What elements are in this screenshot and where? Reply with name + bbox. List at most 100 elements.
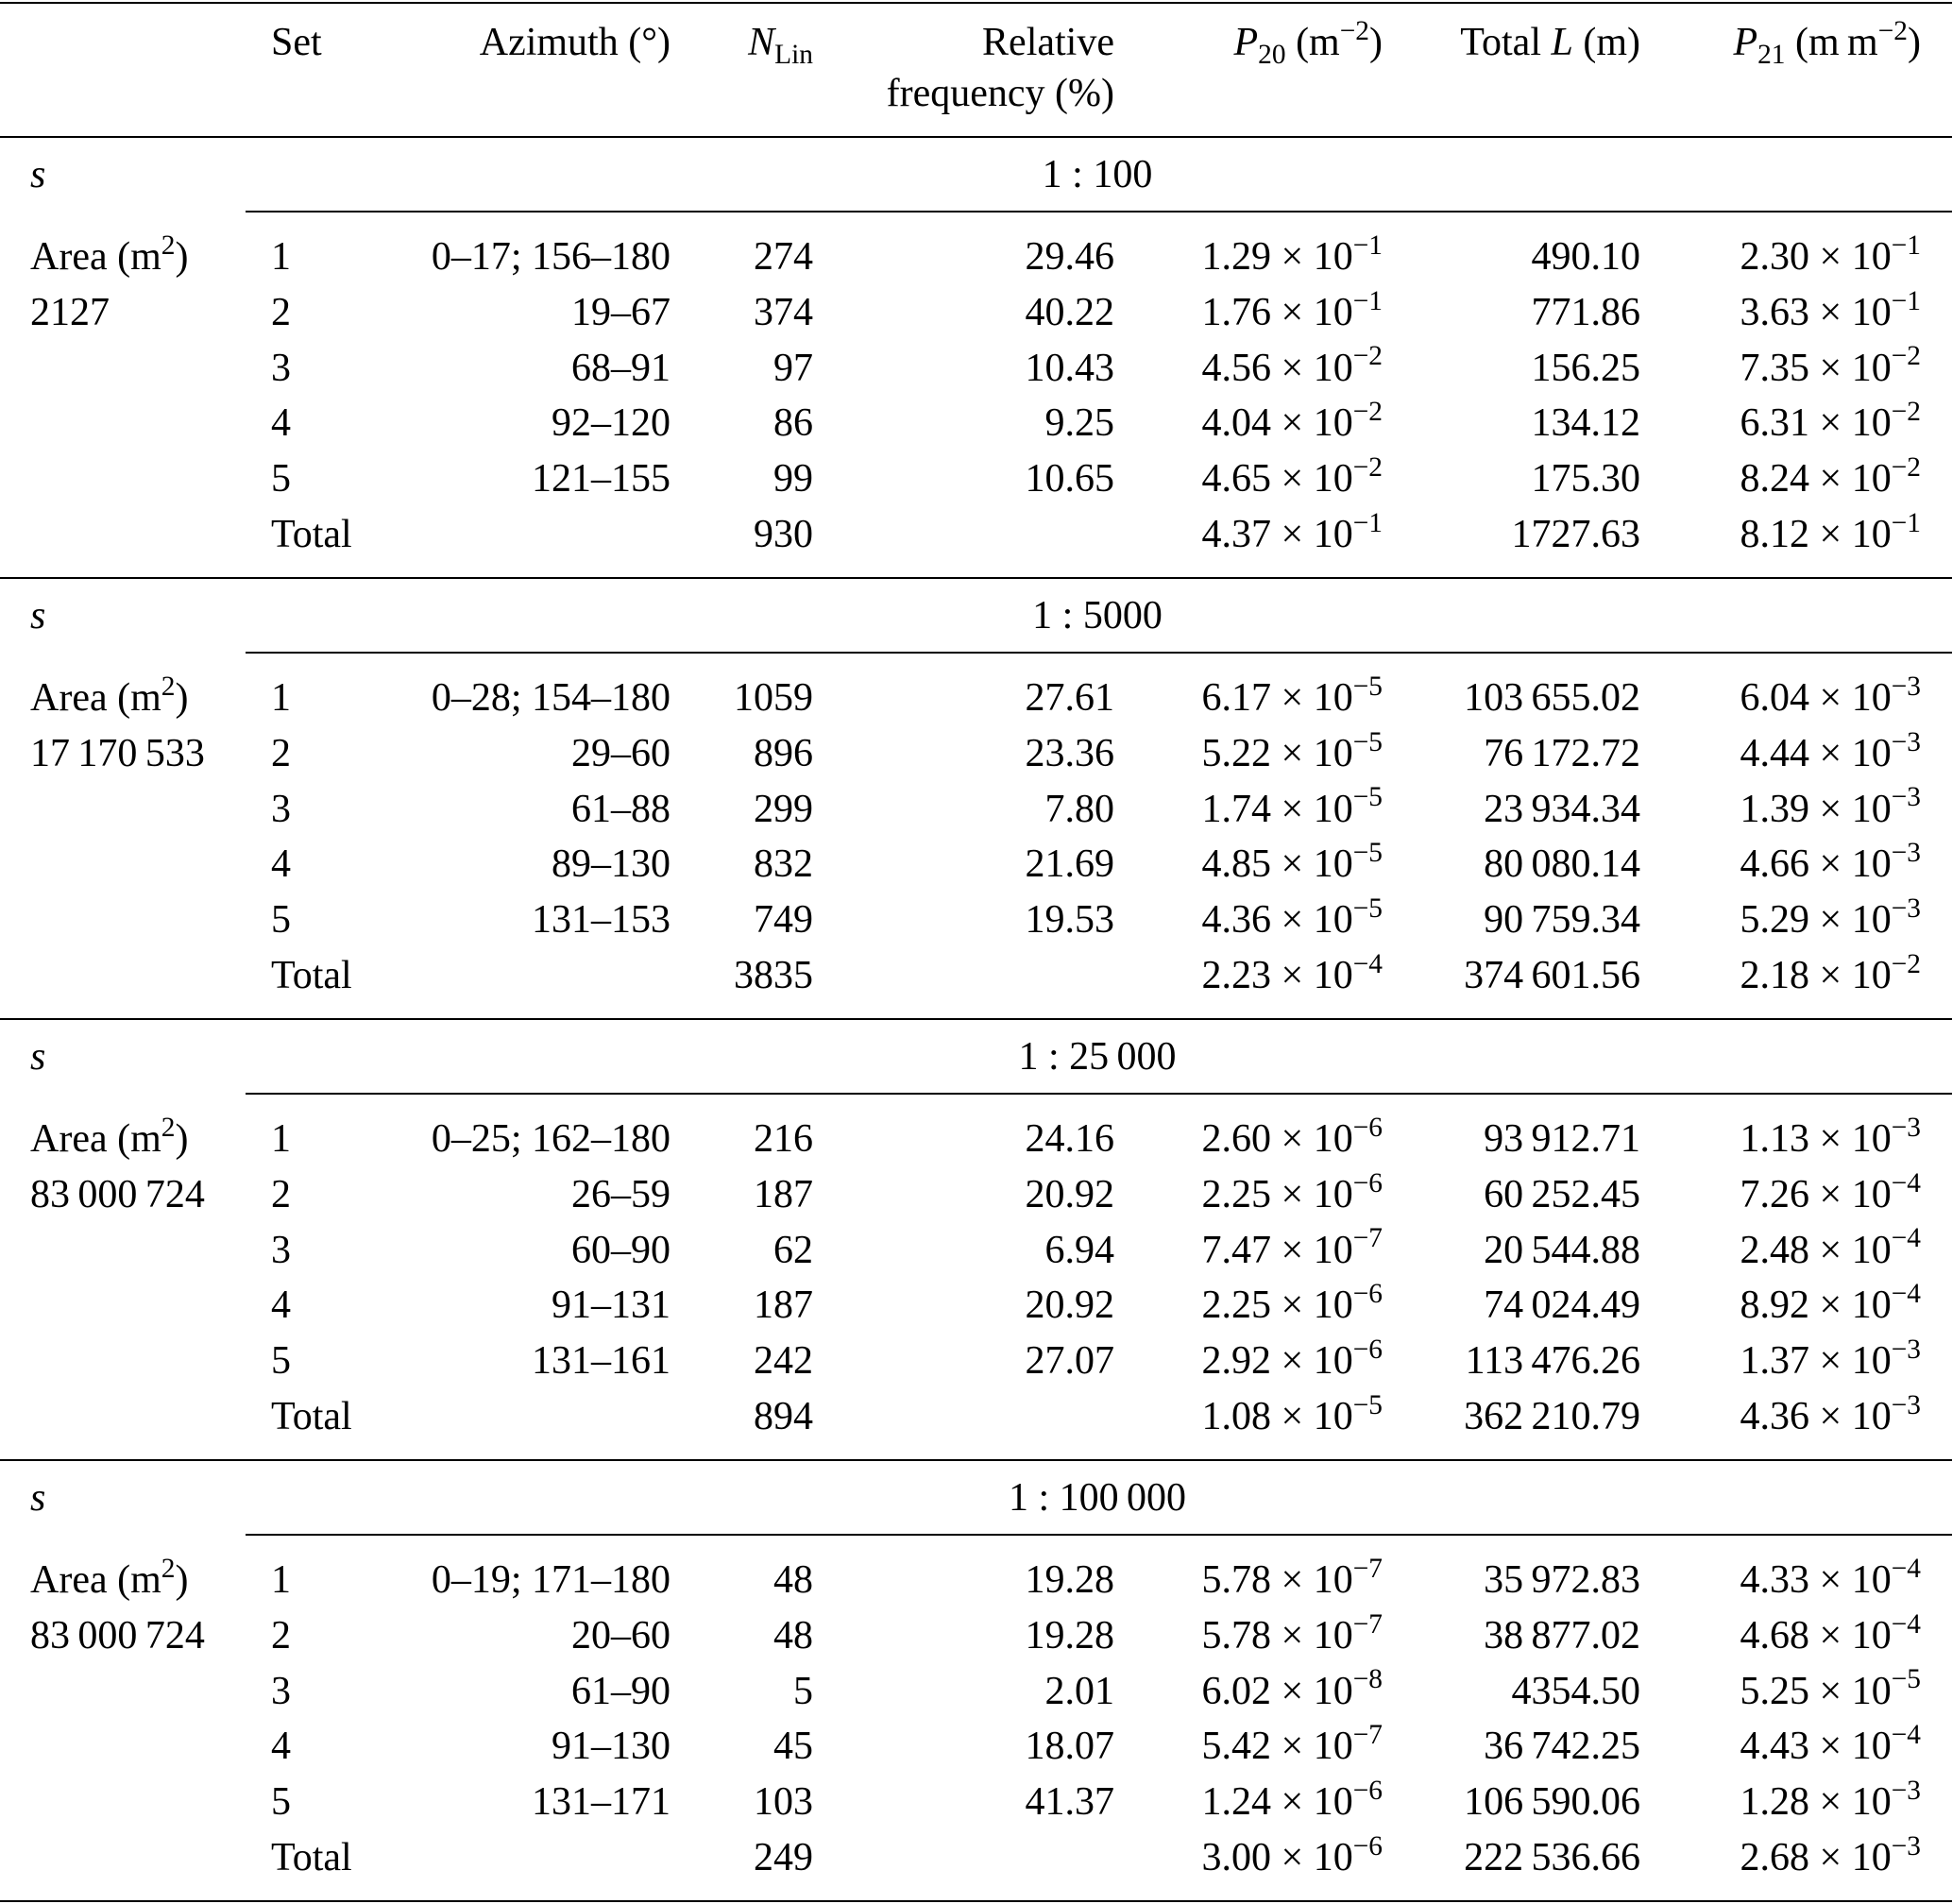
superscript: −1 xyxy=(1352,507,1383,538)
table-cell: 1.74 × 10−5 xyxy=(1202,782,1383,834)
text-run: 2.30 × 10 xyxy=(1740,235,1892,279)
column-header: frequency (%) xyxy=(887,69,1114,118)
table-cell: 4.43 × 10−4 xyxy=(1740,1720,1921,1771)
table-cell: 5.22 × 10−5 xyxy=(1202,726,1383,778)
rule xyxy=(246,652,1952,654)
table-cell: 374 xyxy=(754,290,813,334)
text-run: ) xyxy=(1908,21,1921,64)
area-value: 17 170 533 xyxy=(30,731,205,775)
superscript: 2 xyxy=(161,1553,176,1584)
text-run: 4.33 × 10 xyxy=(1740,1558,1892,1602)
table-cell: 8.92 × 10−4 xyxy=(1740,1279,1921,1330)
rule xyxy=(0,2,1952,4)
table-cell: 894 xyxy=(754,1395,813,1438)
area-label: Area (m2) xyxy=(30,1112,189,1164)
table-cell: Total xyxy=(271,1395,352,1438)
table-cell: 20–60 xyxy=(571,1613,670,1658)
table-cell: 4 xyxy=(271,1284,291,1328)
table-cell: 90 759.34 xyxy=(1484,898,1640,943)
table-cell: 8.12 × 10−1 xyxy=(1740,508,1921,559)
table-cell: 1.39 × 10−3 xyxy=(1740,782,1921,834)
table-cell: 5.29 × 10−3 xyxy=(1740,893,1921,944)
italic-run: P xyxy=(1233,21,1259,64)
table-cell: 7.80 xyxy=(1044,787,1115,831)
text-run: 1.08 × 10 xyxy=(1201,1395,1353,1438)
table-cell: 3 xyxy=(271,787,291,831)
scale-label: 1 : 100 xyxy=(1042,153,1153,196)
rule xyxy=(0,1018,1952,1020)
superscript: 2 xyxy=(161,671,176,702)
table-cell: 242 xyxy=(754,1339,813,1384)
table-cell: 62 xyxy=(773,1228,813,1272)
superscript: −1 xyxy=(1891,285,1921,316)
column-header: Relative xyxy=(982,18,1114,67)
rule xyxy=(0,577,1952,579)
table-cell: 7.35 × 10−2 xyxy=(1740,341,1921,393)
table-cell: 23 934.34 xyxy=(1484,787,1640,831)
superscript: −3 xyxy=(1891,1112,1921,1143)
text-run: (m) xyxy=(1572,21,1640,64)
table-cell: 2.01 xyxy=(1044,1669,1115,1713)
table-cell: 2.25 × 10−6 xyxy=(1201,1279,1383,1330)
text-run: 2.48 × 10 xyxy=(1740,1228,1892,1272)
table-cell: 68–91 xyxy=(571,346,670,390)
superscript: −6 xyxy=(1352,1334,1383,1366)
table-cell: 4.37 × 10−1 xyxy=(1202,507,1383,559)
superscript: −1 xyxy=(1352,230,1383,261)
text-run: ) xyxy=(175,1117,189,1161)
text-run: 6.31 × 10 xyxy=(1740,401,1892,446)
table-cell: 48 xyxy=(773,1558,813,1602)
text-run: Relative xyxy=(982,21,1114,64)
text-run: 2.25 × 10 xyxy=(1201,1284,1353,1328)
table-cell: 2.68 × 10−3 xyxy=(1740,1831,1921,1882)
text-run: 2.92 × 10 xyxy=(1201,1339,1353,1384)
scale-label: 1 : 25 000 xyxy=(1018,1035,1177,1079)
table-cell: 4.66 × 10−3 xyxy=(1740,838,1921,889)
table-cell: 5 xyxy=(271,898,291,943)
superscript: −7 xyxy=(1352,1553,1383,1584)
table-cell: 97 xyxy=(773,346,813,390)
rule xyxy=(0,136,1952,138)
text-run: Set xyxy=(271,21,322,64)
table-cell: 74 024.49 xyxy=(1484,1284,1640,1328)
table-cell: 5.42 × 10−7 xyxy=(1202,1720,1383,1771)
table-cell: 4 xyxy=(271,401,291,446)
table-cell: 156.25 xyxy=(1531,346,1641,390)
table-cell: 930 xyxy=(754,513,813,556)
table-cell: 175.30 xyxy=(1531,457,1641,502)
rule xyxy=(0,1459,1952,1461)
text-run: 4.43 × 10 xyxy=(1740,1725,1892,1769)
table-cell: 3 xyxy=(271,1228,291,1272)
text-run: 4.36 × 10 xyxy=(1740,1395,1892,1438)
table-cell: Total xyxy=(271,954,352,997)
table-cell: 134.12 xyxy=(1531,401,1641,446)
superscript: −2 xyxy=(1352,397,1383,428)
superscript: 2 xyxy=(161,1112,176,1143)
text-run: 8.92 × 10 xyxy=(1740,1284,1892,1328)
superscript: −2 xyxy=(1891,452,1921,484)
table-cell: 5 xyxy=(793,1669,813,1713)
table-cell: 60–90 xyxy=(571,1228,670,1272)
table-cell: Total xyxy=(271,1836,352,1879)
table-cell: 29.46 xyxy=(1025,235,1115,279)
table-cell: 48 xyxy=(773,1613,813,1658)
table-cell: 4.33 × 10−4 xyxy=(1740,1554,1921,1605)
text-run: 4.66 × 10 xyxy=(1740,842,1892,887)
area-value: 2127 xyxy=(30,290,110,334)
text-run: 1.76 × 10 xyxy=(1201,290,1353,334)
text-run: 5.78 × 10 xyxy=(1201,1558,1353,1602)
superscript: −6 xyxy=(1352,1279,1383,1310)
table-cell: 4 xyxy=(271,1725,291,1769)
table-cell: 896 xyxy=(754,731,813,775)
superscript: −5 xyxy=(1352,726,1383,757)
table-cell: 60 252.45 xyxy=(1484,1172,1640,1216)
superscript: −3 xyxy=(1891,726,1921,757)
scale-label: 1 : 5000 xyxy=(1032,594,1163,638)
table-cell: 131–153 xyxy=(532,898,670,943)
table-cell: 1.29 × 10−1 xyxy=(1202,230,1383,281)
text-run: 4.56 × 10 xyxy=(1201,346,1353,390)
superscript: −7 xyxy=(1352,1223,1383,1254)
table-cell: 40.22 xyxy=(1025,290,1115,334)
superscript: −4 xyxy=(1891,1223,1921,1254)
superscript: −4 xyxy=(1891,1720,1921,1751)
